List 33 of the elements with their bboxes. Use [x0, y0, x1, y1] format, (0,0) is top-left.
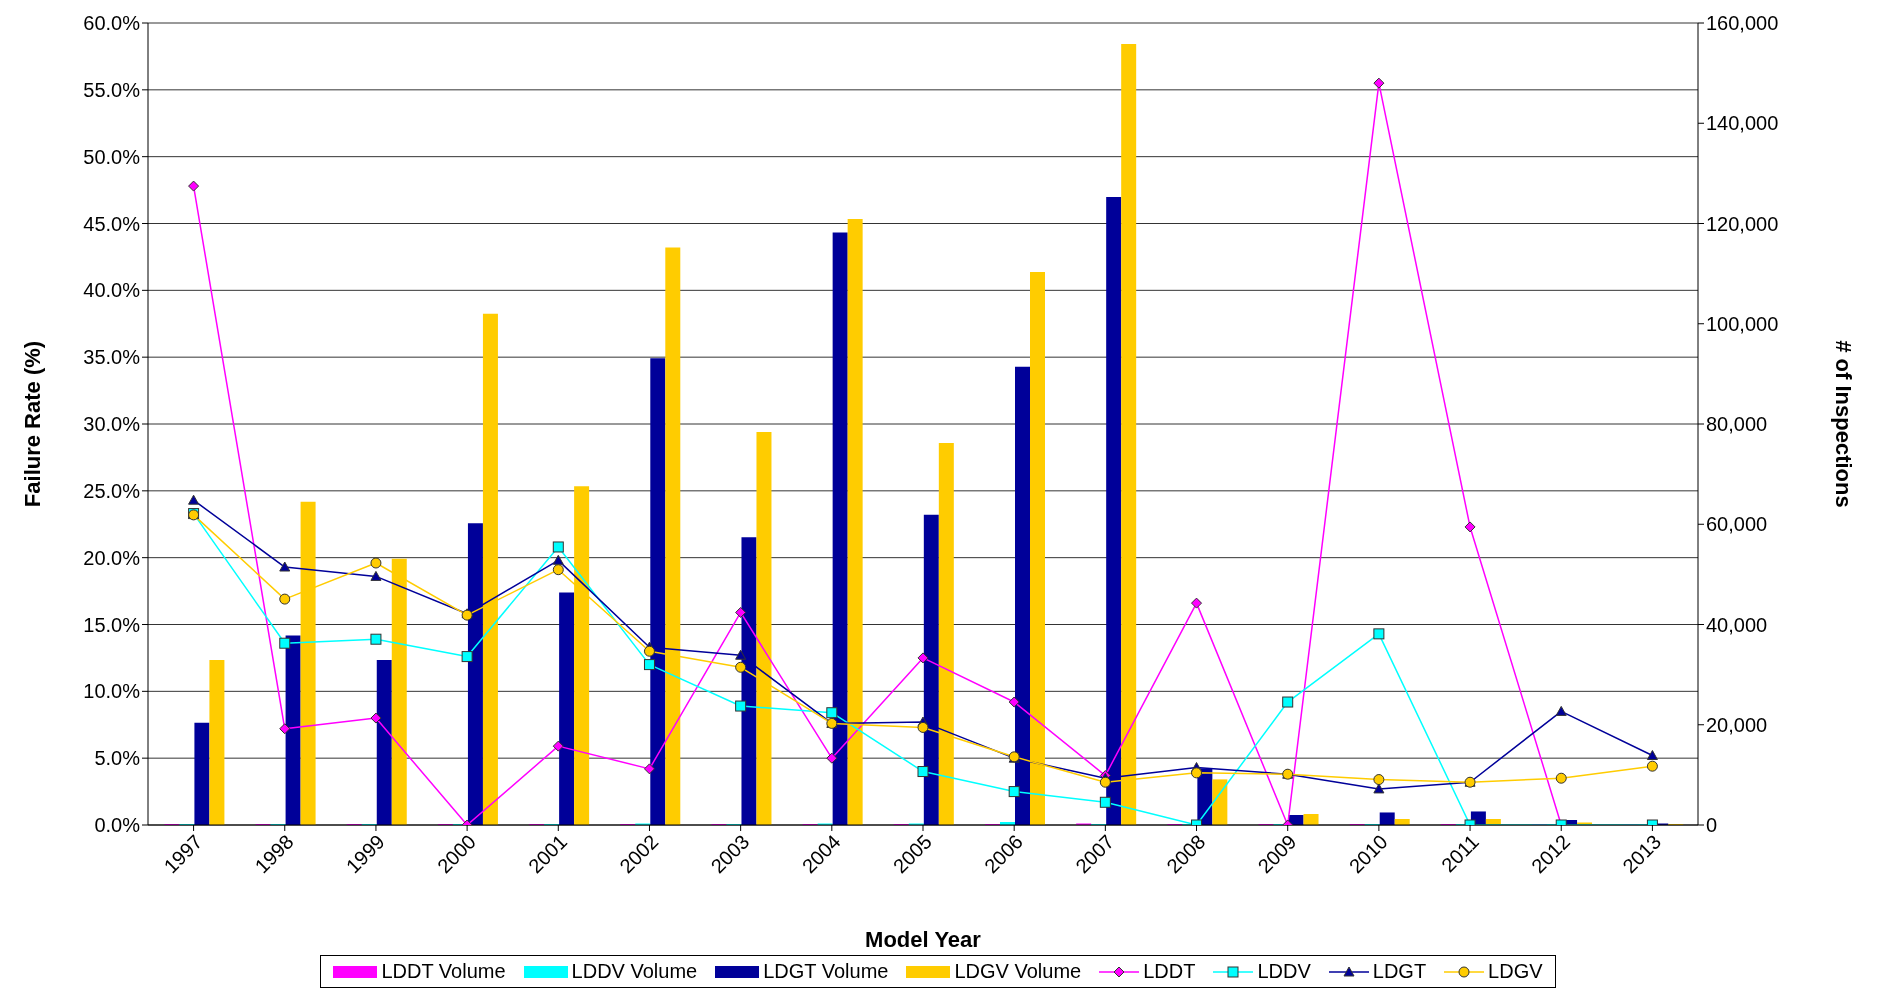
y2-axis-title: # of Inspections [1831, 340, 1857, 508]
legend-label: LDGV [1488, 960, 1543, 983]
y-tick-label: 15.0% [83, 613, 141, 636]
y-axis-title: Failure Rate (%) [19, 340, 45, 508]
y-tick-label: 35.0% [83, 346, 141, 369]
y2-tick-label: 20,000 [1706, 713, 1768, 736]
y2-tick-label: 0 [1706, 814, 1718, 837]
legend-label: LDDV [1257, 960, 1311, 983]
y2-tick-label: 120,000 [1706, 212, 1779, 235]
y2-tick-label: 60,000 [1706, 513, 1768, 536]
legend-label: LDDT [1143, 960, 1196, 983]
y2-tick-label: 160,000 [1706, 12, 1779, 35]
y-tick-label: 45.0% [83, 212, 141, 235]
y-tick-label: 20.0% [83, 546, 141, 569]
y2-tick-label: 80,000 [1706, 413, 1768, 436]
y-tick-label: 0.0% [94, 814, 141, 837]
legend-label: LDDV Volume [571, 960, 698, 983]
y2-tick-label: 140,000 [1706, 112, 1779, 135]
legend-label: LDGV Volume [954, 960, 1082, 983]
legend-label: LDDT Volume [381, 960, 506, 983]
y-tick-label: 30.0% [83, 413, 141, 436]
y2-tick-label: 100,000 [1706, 312, 1779, 335]
y-tick-label: 50.0% [83, 145, 141, 168]
y-tick-label: 10.0% [83, 680, 141, 703]
y2-tick-label: 40,000 [1706, 613, 1768, 636]
y-tick-label: 40.0% [83, 279, 141, 302]
y-tick-label: 60.0% [83, 12, 141, 35]
y-tick-label: 55.0% [83, 78, 141, 101]
y-tick-label: 5.0% [94, 747, 141, 770]
x-axis-title: Model Year [865, 927, 982, 952]
legend-label: LDGT [1372, 960, 1427, 983]
y-tick-label: 25.0% [83, 479, 141, 502]
legend-label: LDGT Volume [763, 960, 889, 983]
